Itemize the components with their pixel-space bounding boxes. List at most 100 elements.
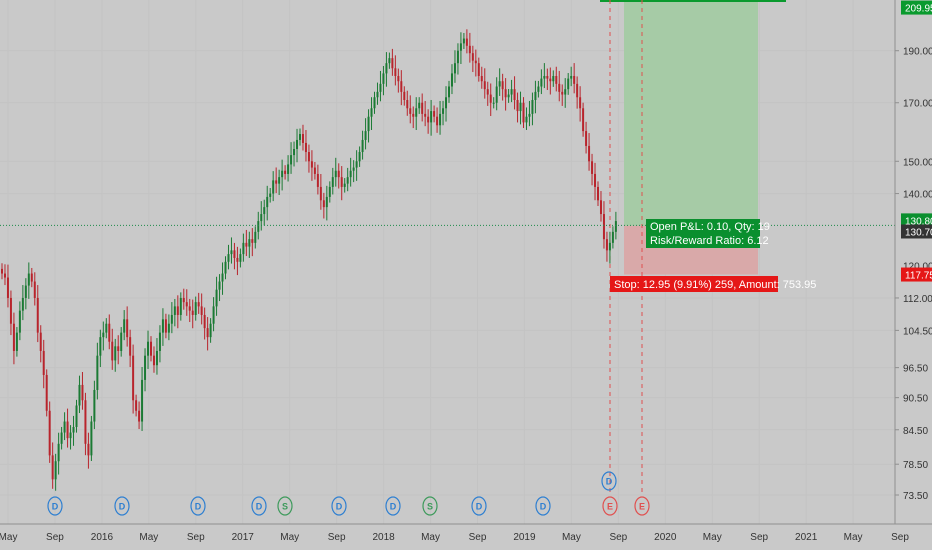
last-price-tag: 130.80 bbox=[905, 216, 932, 227]
dividend-marker[interactable] bbox=[114, 496, 130, 516]
price-tick-label: 150.00 bbox=[903, 157, 932, 168]
candle-body bbox=[400, 81, 403, 92]
candle-body bbox=[355, 161, 358, 168]
candle-body bbox=[525, 116, 528, 123]
candle-body bbox=[6, 277, 9, 298]
dividend-marker[interactable] bbox=[535, 496, 551, 516]
split-marker-letter: S bbox=[427, 502, 433, 512]
candle-body bbox=[3, 273, 6, 278]
candle-body bbox=[215, 289, 218, 307]
candle-body bbox=[224, 261, 227, 274]
candle-body bbox=[570, 76, 573, 79]
stop-text: Stop: 12.95 (9.91%) 259, Amount: 753.95 bbox=[614, 279, 816, 291]
candle-body bbox=[403, 91, 406, 100]
candle-body bbox=[367, 116, 370, 132]
candle-body bbox=[161, 319, 164, 333]
time-axis-labels: May Sep 2016 May Sep 2017 May Sep 2018 May Sep 2019… bbox=[0, 532, 909, 543]
candle-body bbox=[293, 148, 296, 156]
candle-body bbox=[421, 102, 424, 114]
candle-body bbox=[27, 273, 30, 286]
candle-body bbox=[552, 76, 555, 82]
candle-body bbox=[230, 250, 233, 255]
candle-body bbox=[412, 113, 415, 117]
price-tick-label: 84.50 bbox=[903, 426, 928, 437]
candle-body bbox=[194, 302, 197, 315]
candle-body bbox=[1, 268, 3, 274]
candle-body bbox=[144, 355, 147, 380]
candle-body bbox=[233, 250, 236, 258]
candle-body bbox=[546, 76, 549, 79]
candle-body bbox=[573, 76, 576, 84]
candle-body bbox=[108, 323, 111, 342]
candle-body bbox=[138, 410, 141, 422]
dividend-marker-letter: D bbox=[540, 502, 547, 512]
candle-body bbox=[111, 341, 114, 361]
earnings-marker[interactable] bbox=[602, 496, 618, 516]
dividend-marker[interactable] bbox=[331, 496, 347, 516]
dividend-marker[interactable] bbox=[385, 496, 401, 516]
candle-body bbox=[495, 86, 498, 103]
candle-body bbox=[614, 221, 617, 232]
stop-box bbox=[610, 276, 778, 292]
candle-body bbox=[114, 346, 117, 361]
time-tick-label: 2019 bbox=[513, 532, 536, 543]
candle-body bbox=[370, 108, 373, 117]
candle-body bbox=[406, 99, 409, 109]
time-axis[interactable] bbox=[0, 524, 932, 550]
candle-body bbox=[299, 134, 301, 140]
candle-body bbox=[301, 134, 304, 143]
dividend-marker[interactable] bbox=[47, 496, 63, 516]
candle-body bbox=[448, 86, 450, 98]
risk-reward-text: Risk/Reward Ratio: 6.12 bbox=[650, 235, 769, 247]
candle-body bbox=[319, 186, 322, 201]
candle-body bbox=[60, 432, 63, 444]
candle-body bbox=[561, 91, 564, 95]
open-pl-box bbox=[646, 219, 760, 248]
candle-body bbox=[540, 78, 543, 87]
position-boxes: Open P&L: 0.10, Qty: 19 Risk/Reward Rati… bbox=[610, 219, 816, 292]
candle-body bbox=[510, 89, 513, 95]
candle-body bbox=[170, 314, 173, 324]
dividend-marker-letter: D bbox=[336, 502, 343, 512]
plot-area bbox=[0, 0, 895, 524]
candle-body bbox=[87, 443, 90, 456]
candle-body bbox=[81, 384, 84, 401]
time-tick-label: May bbox=[139, 532, 158, 543]
split-marker[interactable] bbox=[277, 496, 293, 516]
candle-body bbox=[66, 421, 69, 439]
candle-body bbox=[528, 113, 531, 117]
candle-body bbox=[537, 86, 540, 92]
earnings-marker-letter: E bbox=[639, 502, 645, 512]
candle-body bbox=[605, 239, 608, 251]
dividend-marker[interactable] bbox=[601, 471, 617, 491]
candle-body bbox=[284, 170, 287, 174]
candle-body bbox=[456, 50, 459, 64]
candle-body bbox=[75, 405, 78, 427]
time-tick-label: May bbox=[0, 532, 17, 543]
dividend-marker[interactable] bbox=[251, 496, 267, 516]
dividend-marker[interactable] bbox=[471, 496, 487, 516]
candle-body bbox=[105, 323, 108, 333]
candle-body bbox=[278, 177, 281, 184]
candle-body bbox=[331, 177, 334, 187]
time-tick-label: Sep bbox=[469, 532, 487, 543]
price-axis[interactable] bbox=[895, 0, 932, 524]
earnings-marker[interactable] bbox=[634, 496, 650, 516]
candle-body bbox=[459, 43, 462, 51]
candle-body bbox=[343, 183, 346, 187]
split-marker[interactable] bbox=[422, 496, 438, 516]
dividend-marker[interactable] bbox=[190, 496, 206, 516]
candle-body bbox=[24, 285, 27, 298]
candle-body bbox=[611, 231, 614, 243]
candle-body bbox=[310, 161, 313, 168]
candle-body bbox=[468, 45, 471, 54]
candle-body bbox=[197, 302, 200, 307]
candle-body bbox=[534, 91, 537, 100]
candle-body bbox=[221, 273, 224, 282]
candle-body bbox=[334, 170, 337, 178]
candle-body bbox=[543, 76, 546, 79]
candle-body bbox=[465, 38, 468, 46]
candle-body bbox=[492, 102, 495, 104]
price-tick-label: 120.00 bbox=[903, 262, 932, 273]
